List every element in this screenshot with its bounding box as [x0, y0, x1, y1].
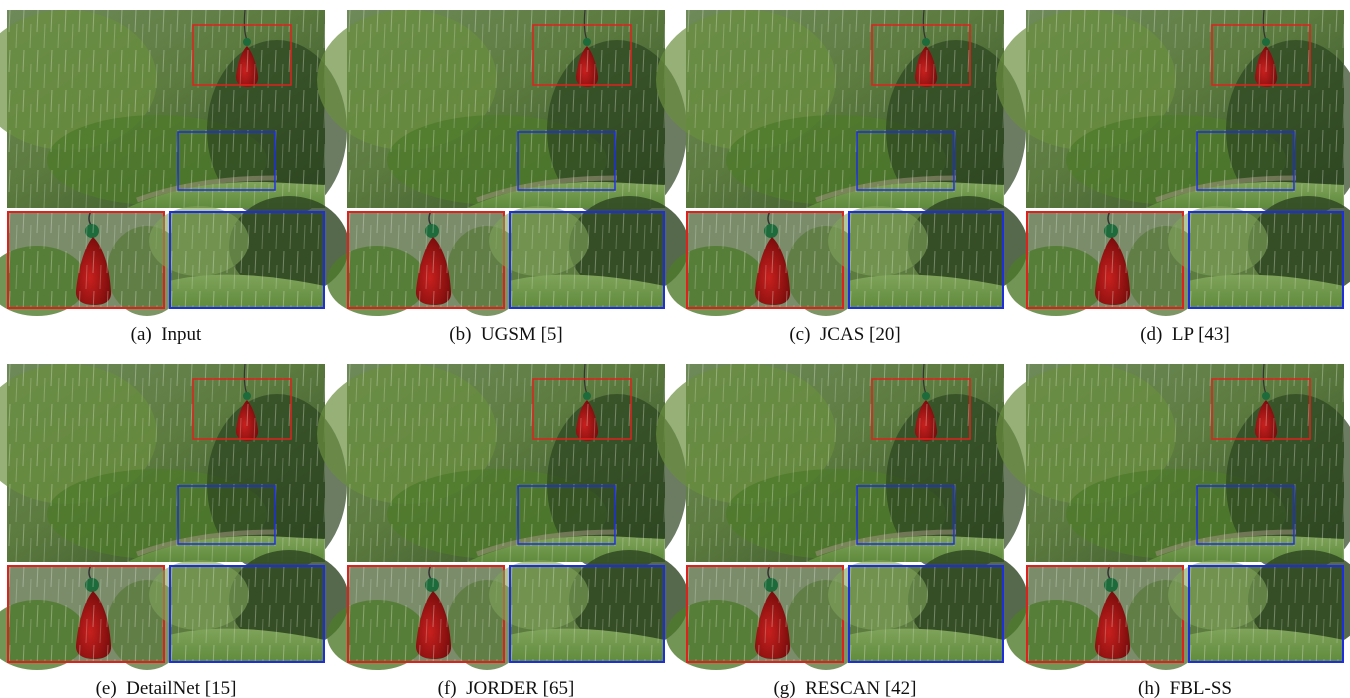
panel: (a) Input: [0, 10, 349, 345]
panel: (f) JORDER [65]: [317, 364, 689, 698]
panel: (e) DetailNet [15]: [0, 364, 349, 698]
main-image: [996, 364, 1350, 574]
caption: (c) JCAS [20]: [789, 324, 900, 345]
caption: (g) RESCAN [42]: [773, 678, 916, 698]
figure: (a) Input (b) UGSM [5] (c) JCAS [20] (d) LP…: [0, 0, 1350, 698]
caption: (a) Input: [131, 324, 202, 345]
panel: (c) JCAS [20]: [656, 10, 1028, 345]
caption: (d) LP [43]: [1140, 324, 1230, 345]
caption: (e) DetailNet [15]: [96, 678, 237, 698]
panel: (d) LP [43]: [996, 10, 1350, 345]
panel: (b) UGSM [5]: [317, 10, 689, 345]
main-image: [0, 364, 347, 574]
caption: (b) UGSM [5]: [449, 324, 562, 345]
caption: (h) FBL-SS: [1138, 678, 1232, 698]
panel: (g) RESCAN [42]: [656, 364, 1028, 698]
caption: (f) JORDER [65]: [438, 678, 575, 698]
panel: (h) FBL-SS: [996, 364, 1350, 698]
main-image: [996, 10, 1350, 220]
main-image: [0, 10, 347, 220]
